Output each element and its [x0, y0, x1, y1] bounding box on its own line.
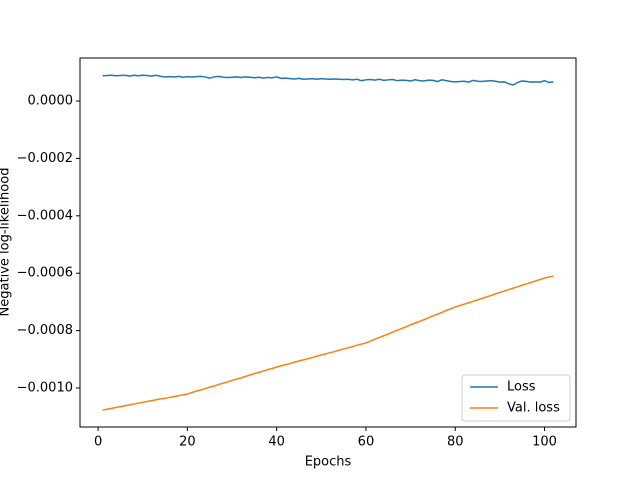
series-line — [102, 74, 554, 86]
y-tick-label: −0.0008 — [17, 323, 73, 338]
y-tick-label: −0.0006 — [17, 266, 73, 281]
x-tick-label: 40 — [268, 435, 285, 450]
x-tick-label: 20 — [179, 435, 196, 450]
y-tick-label: −0.0004 — [17, 208, 73, 223]
plot-frame — [79, 57, 577, 428]
x-tick-label: 80 — [447, 435, 464, 450]
x-axis-label: Epochs — [305, 455, 352, 470]
legend-label: Loss — [507, 380, 536, 395]
y-tick-label: 0.0000 — [28, 94, 74, 109]
legend-label: Val. loss — [507, 401, 560, 416]
series-line — [102, 275, 554, 411]
y-tick-label: −0.0002 — [17, 151, 73, 166]
y-axis-label: Negative log-likelihood — [0, 168, 13, 317]
x-tick-label: 60 — [358, 435, 375, 450]
x-tick-label: 100 — [532, 435, 557, 450]
y-tick-label: −0.0010 — [17, 380, 73, 395]
x-tick-label: 0 — [94, 435, 102, 450]
